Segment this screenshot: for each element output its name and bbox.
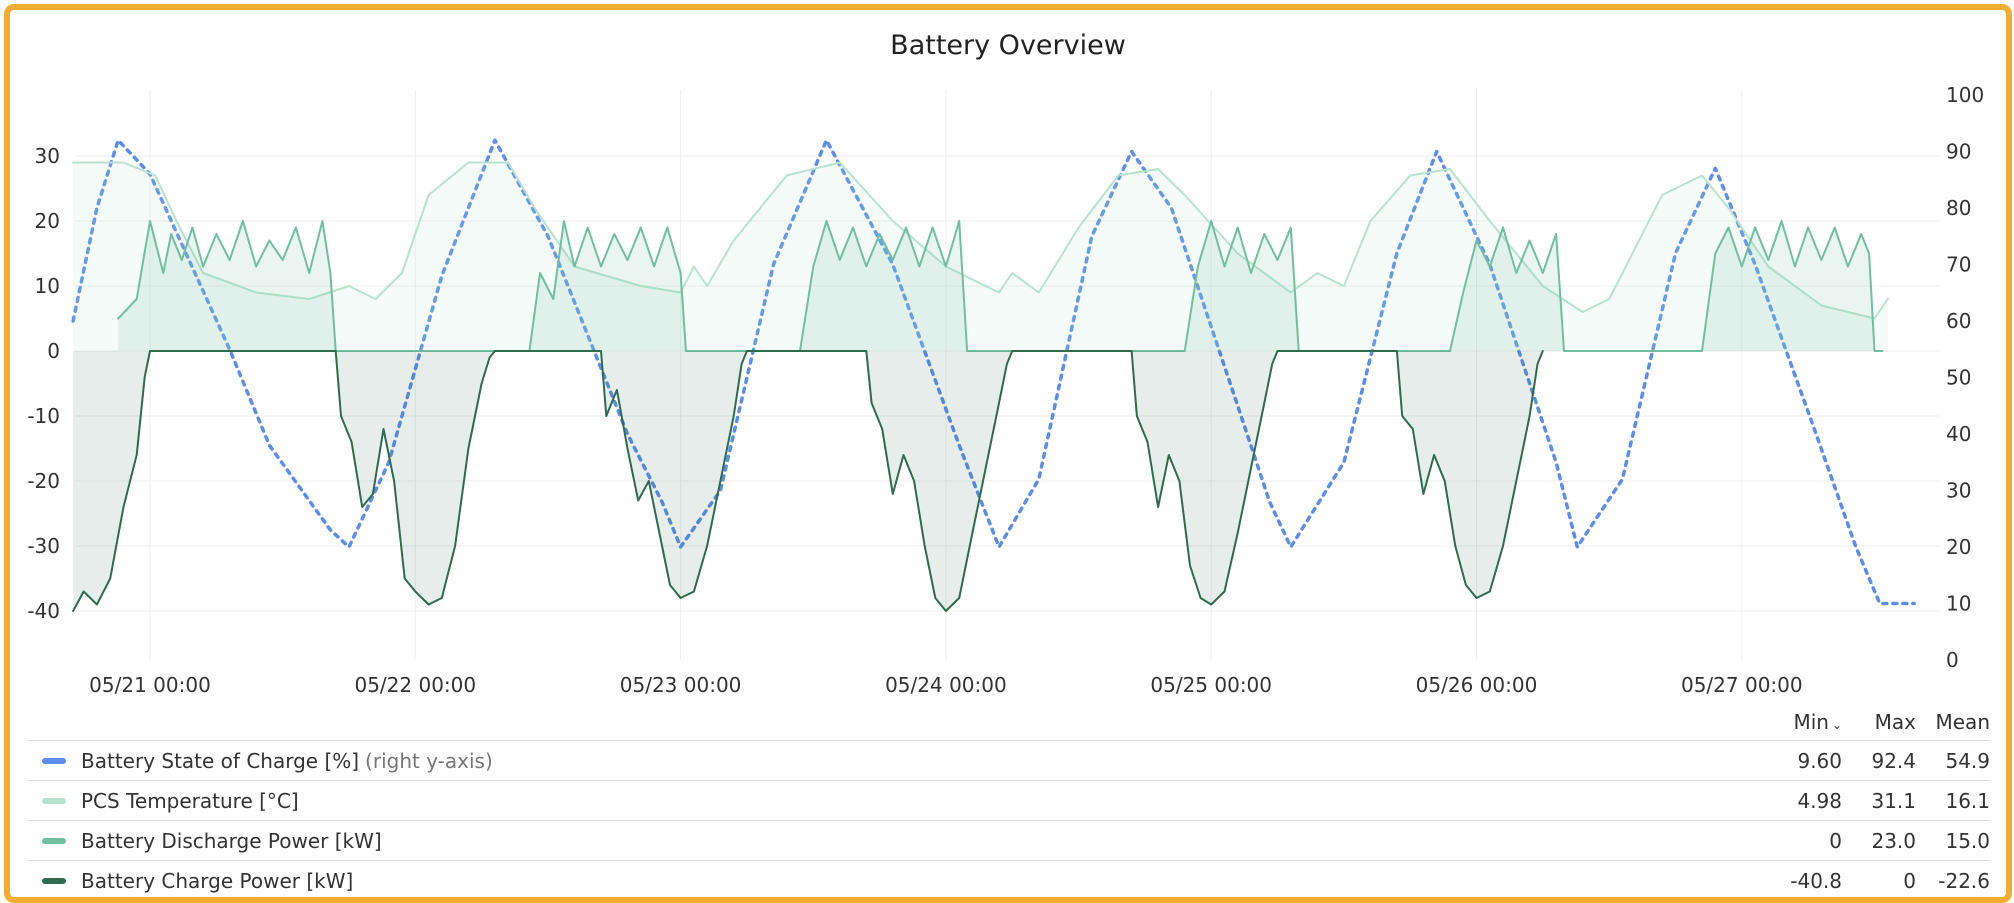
legend-header-min[interactable]: Min ⌄: [1793, 710, 1842, 734]
legend-row[interactable]: Battery Charge Power [kW] -40.8 0 -22.6: [28, 861, 1990, 900]
y-right-tick-label: 0: [1946, 648, 1959, 672]
legend-row[interactable]: Battery Discharge Power [kW] 0 23.0 15.0: [28, 821, 1990, 861]
x-tick-label: 05/21 00:00: [89, 673, 211, 697]
legend-header-mean[interactable]: Mean: [1935, 710, 1991, 734]
series-name: Battery Charge Power [kW]: [81, 868, 354, 893]
series-name: PCS Temperature [°C]: [81, 788, 299, 813]
y-left-tick-label: 10: [35, 274, 60, 298]
y-left-tick-label: -20: [27, 469, 60, 493]
series-max: 0: [1903, 868, 1916, 893]
y-right-tick-label: 60: [1946, 309, 1971, 333]
series-min: 0: [1829, 828, 1842, 853]
series-2-line: [72, 161, 1889, 320]
series-1-line: [71, 138, 1916, 606]
series-4-area: [73, 351, 1543, 611]
y-left-tick-label: 30: [35, 144, 60, 168]
series-color-swatch: [42, 877, 66, 884]
time-series-chart[interactable]: 3020100-10-20-30-40100908070605040302010…: [10, 10, 2006, 700]
series-color-swatch: [42, 757, 66, 764]
series-3-line: [117, 220, 1884, 352]
y-left-tick-label: -40: [27, 599, 60, 623]
series-color-swatch: [42, 837, 66, 844]
y-left-tick-label: -10: [27, 404, 60, 428]
series-2-area: [73, 162, 1888, 351]
series-mean: 15.0: [1945, 828, 1990, 853]
series-mean: 16.1: [1945, 788, 1990, 813]
y-right-tick-label: 20: [1946, 535, 1971, 559]
series-max: 92.4: [1871, 748, 1916, 773]
chevron-down-icon: ⌄: [1831, 718, 1842, 732]
x-tick-label: 05/24 00:00: [885, 673, 1007, 697]
legend-row[interactable]: PCS Temperature [°C] 4.98 31.1 16.1: [28, 781, 1990, 821]
y-right-tick-label: 90: [1946, 140, 1971, 164]
y-left-tick-label: 0: [47, 339, 60, 363]
legend-header: Min ⌄ Max Mean: [28, 704, 1990, 741]
x-tick-label: 05/27 00:00: [1681, 673, 1803, 697]
y-left-tick-label: -30: [27, 534, 60, 558]
series-min: 9.60: [1797, 748, 1842, 773]
series-mean: -22.6: [1938, 868, 1990, 893]
y-right-tick-label: 50: [1946, 366, 1971, 390]
y-right-tick-label: 80: [1946, 196, 1971, 220]
series-4-line: [72, 350, 1544, 612]
legend-header-max[interactable]: Max: [1874, 710, 1916, 734]
series-min: 4.98: [1797, 788, 1842, 813]
series-min: -40.8: [1790, 868, 1842, 893]
x-tick-label: 05/26 00:00: [1416, 673, 1538, 697]
series-max: 31.1: [1871, 788, 1916, 813]
series-name: Battery Discharge Power [kW]: [81, 828, 382, 853]
panel-title: Battery Overview: [890, 30, 1126, 61]
x-tick-label: 05/22 00:00: [354, 673, 476, 697]
x-tick-label: 05/23 00:00: [620, 673, 742, 697]
legend-row[interactable]: Battery State of Charge [%] (right y-axis…: [28, 741, 1990, 781]
series-max: 23.0: [1871, 828, 1916, 853]
legend-table: Min ⌄ Max Mean Battery State of Charge [%…: [28, 704, 1990, 900]
series-name: Battery State of Charge [%]: [81, 748, 360, 773]
series-3-area: [118, 221, 1883, 351]
y-right-tick-label: 10: [1946, 592, 1971, 616]
series-mean: 54.9: [1945, 748, 1990, 773]
x-tick-label: 05/25 00:00: [1150, 673, 1272, 697]
y-right-tick-label: 70: [1946, 253, 1971, 277]
series-note: (right y-axis): [365, 748, 493, 773]
y-right-tick-label: 40: [1946, 422, 1971, 446]
chart-panel: Battery Overview 30 20 10 0 -10 -20 -30 -40 100 9…: [4, 4, 2012, 903]
y-left-tick-label: 20: [35, 209, 60, 233]
y-right-tick-label: 30: [1946, 479, 1971, 503]
series-color-swatch: [42, 797, 66, 804]
y-right-tick-label: 100: [1946, 83, 1984, 107]
